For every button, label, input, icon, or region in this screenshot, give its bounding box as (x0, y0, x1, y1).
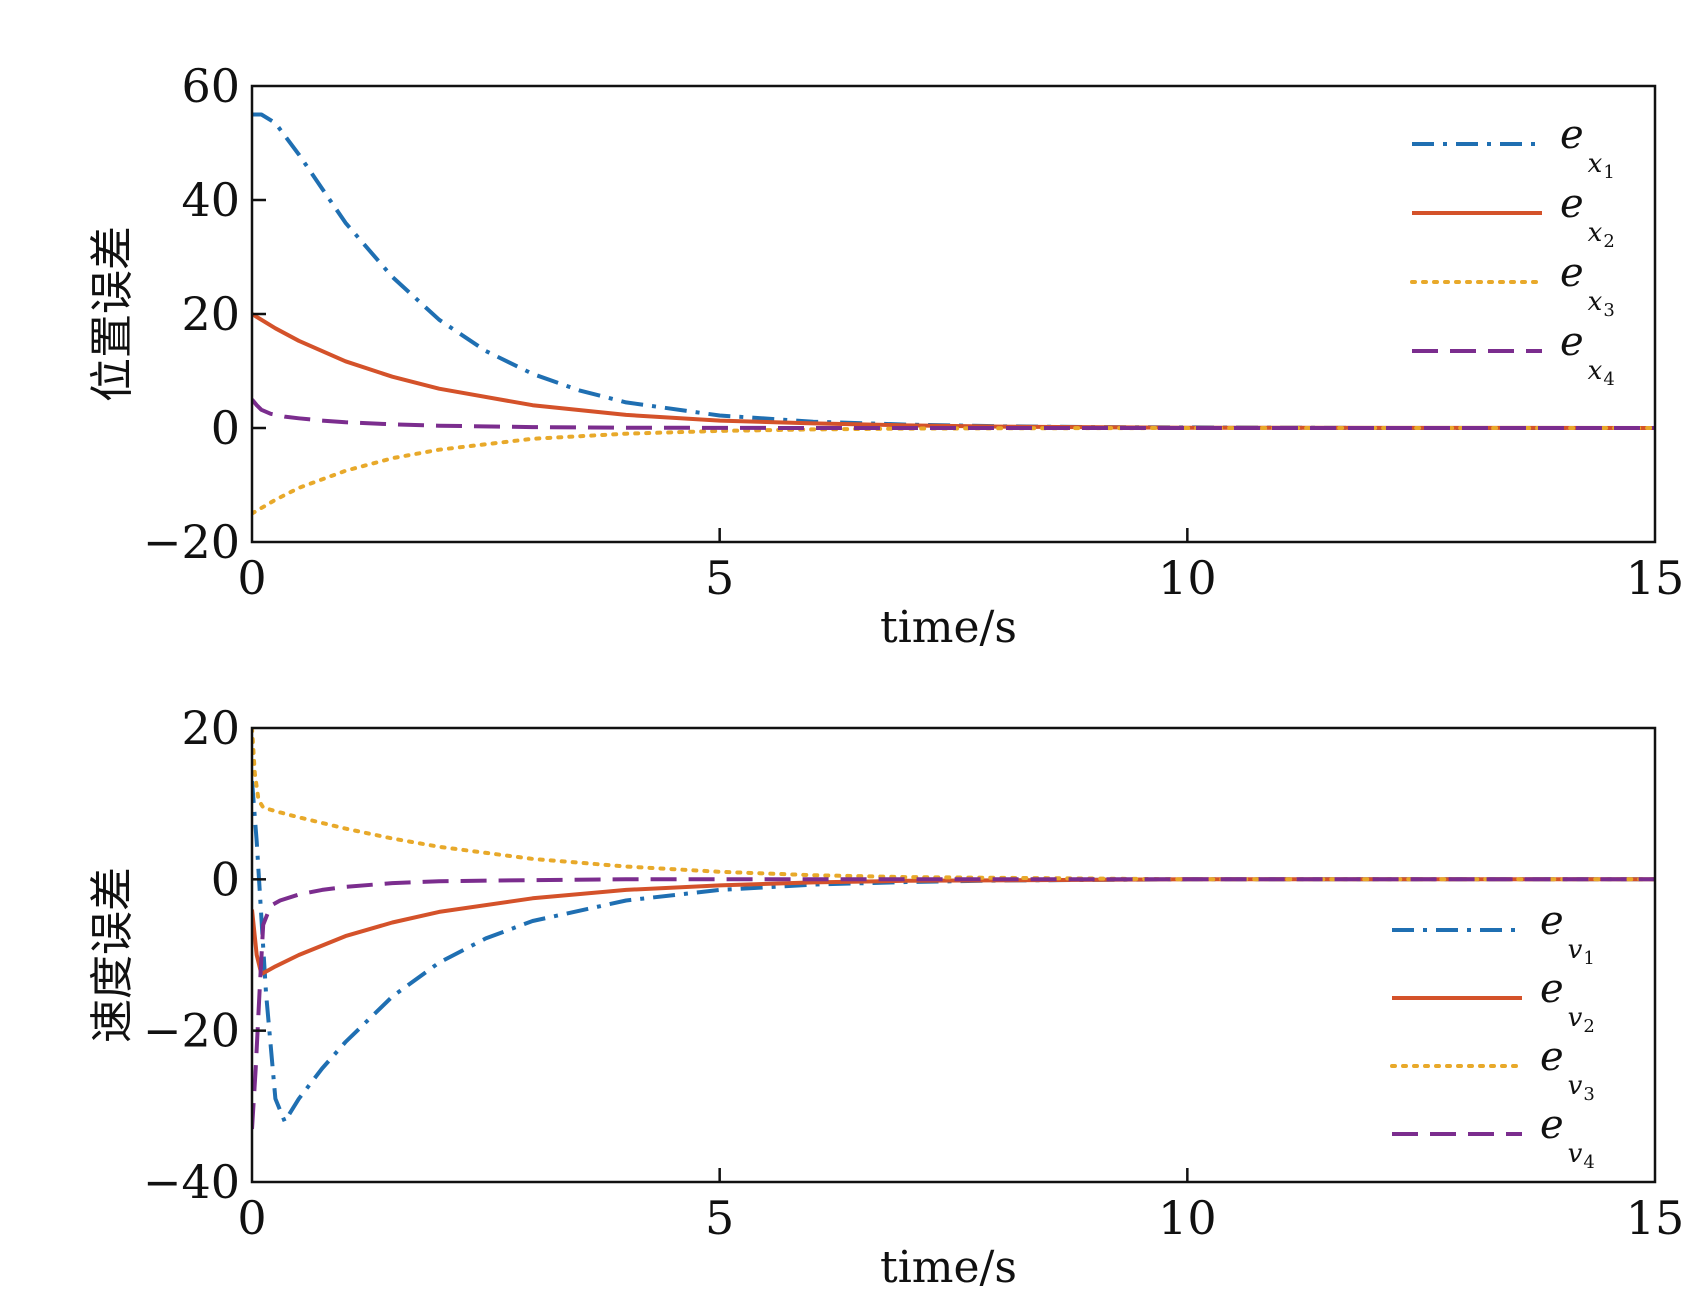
legend-label: ev3 (1540, 1034, 1595, 1105)
y-tick-label: −20 (143, 515, 240, 569)
legend-label: ev1 (1540, 898, 1595, 969)
legend-label: ev2 (1540, 966, 1595, 1037)
plot-frame (250, 726, 1657, 1184)
y-tick-label: 40 (181, 173, 240, 227)
x-tick-label: 15 (1626, 551, 1685, 605)
x-tick-label: 15 (1626, 1191, 1685, 1245)
x-tick-label: 0 (237, 551, 266, 605)
legend-label: ev4 (1540, 1102, 1595, 1173)
series-line-e_v3 (252, 728, 1655, 882)
y-tick-label: 0 (211, 401, 240, 455)
series-line-e_v1 (252, 780, 1655, 1124)
x-axis-title: time/s (880, 1242, 1017, 1293)
series-line-e_x2 (252, 312, 1655, 430)
plot-frame (250, 84, 1657, 544)
y-tick-label: −40 (143, 1155, 240, 1209)
x-tick-label: 5 (705, 1191, 734, 1245)
series-line-e_v2 (252, 877, 1655, 976)
y-axis-title: 位置误差 (87, 226, 138, 402)
legend-label: ex4 (1560, 319, 1615, 390)
x-axis-title: time/s (880, 602, 1017, 653)
legend-label: ex1 (1560, 112, 1615, 183)
x-tick-label: 10 (1158, 1191, 1217, 1245)
y-tick-label: 20 (181, 287, 240, 341)
x-tick-label: 0 (237, 1191, 266, 1245)
y-tick-label: 20 (181, 701, 240, 755)
y-axis-title: 速度误差 (87, 867, 138, 1043)
x-tick-label: 5 (705, 551, 734, 605)
y-tick-label: 60 (181, 59, 240, 113)
y-tick-label: 0 (211, 852, 240, 906)
y-tick-label: −20 (143, 1004, 240, 1058)
legend-label: ex2 (1560, 181, 1615, 252)
series-line-e_x3 (252, 426, 1655, 516)
series-line-e_x4 (252, 398, 1655, 430)
legend-label: ex3 (1560, 250, 1615, 321)
series-line-e_x1 (252, 112, 1655, 430)
series-line-e_v4 (252, 877, 1655, 1130)
x-tick-label: 10 (1158, 551, 1217, 605)
